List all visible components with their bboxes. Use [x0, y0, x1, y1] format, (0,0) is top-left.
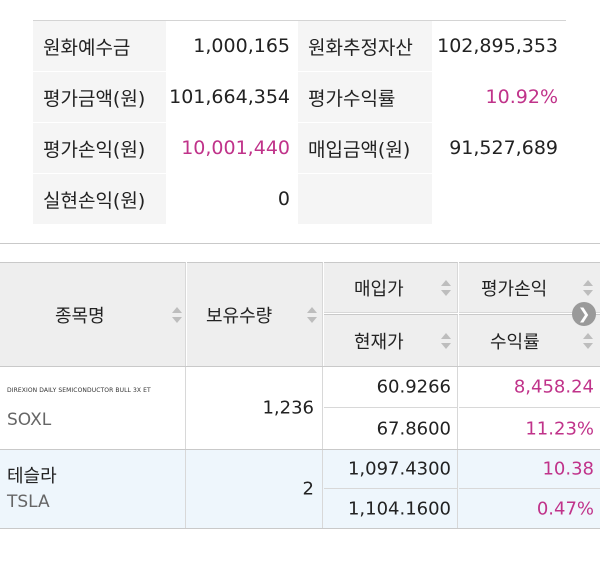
eval-pl-cell: 10.38 [459, 450, 600, 489]
sort-icon[interactable] [441, 332, 451, 349]
sort-icon[interactable] [441, 279, 451, 296]
buy-price-cell: 60.9266 [324, 367, 458, 408]
column-header-return-rate[interactable]: 수익률 [459, 314, 600, 366]
column-header-return-rate-label: 수익률 [490, 331, 540, 353]
column-header-name-label: 종목명 [55, 305, 105, 327]
eval-amount-label: 평가금액(원) [33, 71, 166, 123]
deposit-label: 원화예수금 [33, 20, 166, 72]
current-price-value: 1,104.1600 [347, 498, 451, 519]
column-header-quantity[interactable]: 보유수량 [187, 262, 323, 366]
return-rate-cell: 11.23% [459, 408, 600, 449]
stock-full-name: DIREXION DAILY SEMICONDUCTOR BULL 3X ET [7, 387, 151, 394]
summary-row: 원화예수금 1,000,165 원화추정자산 102,895,353 [33, 20, 566, 72]
deposit-value: 1,000,165 [166, 20, 298, 72]
purchase-amount-label: 매입금액(원) [298, 122, 432, 174]
eval-pl-value: 10.38 [542, 458, 594, 480]
return-rate-value: 11.23% [525, 418, 594, 439]
current-price-cell: 1,104.1600 [324, 489, 458, 528]
return-rate-cell: 0.47% [459, 489, 600, 528]
buy-price-cell: 1,097.4300 [324, 450, 458, 489]
summary-row: 실현손익(원) 0 [33, 173, 566, 225]
column-header-eval-pl-label: 평가손익 [481, 278, 548, 300]
eval-pl-cell: 8,458.24 [459, 367, 600, 408]
empty-cell [432, 173, 566, 225]
realized-pl-label: 실현손익(원) [33, 173, 166, 225]
eval-pl-value: 8,458.24 [513, 376, 594, 398]
current-price-cell: 67.8600 [324, 408, 458, 449]
chevron-right-circle-icon[interactable]: ❯ [572, 302, 596, 326]
column-header-quantity-label: 보유수량 [206, 305, 273, 327]
column-header-eval-pl[interactable]: 평가손익 [459, 262, 600, 313]
table-row[interactable]: 테슬라 TSLA 2 1,097.4300 10.38 1,104.1600 0… [0, 449, 600, 529]
return-rate-value: 0.47% [536, 498, 594, 519]
section-divider [0, 243, 600, 244]
column-header-current-price-label: 현재가 [354, 331, 404, 353]
stock-ticker: TSLA [7, 492, 50, 512]
summary-row: 평가금액(원) 101,664,354 평가수익률 10.92% [33, 71, 566, 123]
stock-name-cell: DIREXION DAILY SEMICONDUCTOR BULL 3X ET … [0, 367, 186, 449]
summary-row: 평가손익(원) 10,001,440 매입금액(원) 91,527,689 [33, 122, 566, 174]
stock-ticker: SOXL [7, 410, 52, 430]
buy-price-value: 1,097.4300 [347, 458, 451, 480]
estimated-assets-label: 원화추정자산 [298, 20, 432, 72]
sort-icon[interactable] [172, 306, 182, 323]
sort-icon[interactable] [583, 332, 593, 349]
eval-amount-value: 101,664,354 [166, 71, 298, 123]
quantity-value: 1,236 [262, 397, 314, 419]
table-row[interactable]: DIREXION DAILY SEMICONDUCTOR BULL 3X ET … [0, 366, 600, 449]
stock-name-cell: 테슬라 TSLA [0, 450, 186, 528]
holdings-table: 종목명 보유수량 매입가 평가손익 현재가 수익률 ❯ DIREXION DAI… [0, 262, 600, 529]
eval-return-label: 평가수익률 [298, 71, 432, 123]
realized-pl-value: 0 [166, 173, 298, 225]
sort-icon[interactable] [307, 306, 317, 323]
column-header-name[interactable]: 종목명 [0, 262, 186, 366]
current-price-value: 67.8600 [376, 418, 451, 439]
eval-pl-value: 10,001,440 [166, 122, 298, 174]
quantity-cell: 2 [187, 450, 323, 528]
eval-pl-label: 평가손익(원) [33, 122, 166, 174]
purchase-amount-value: 91,527,689 [432, 122, 566, 174]
column-header-buy-price-label: 매입가 [354, 278, 404, 300]
column-header-current-price[interactable]: 현재가 [324, 314, 458, 366]
column-header-buy-price[interactable]: 매입가 [324, 262, 458, 313]
buy-price-value: 60.9266 [376, 376, 451, 398]
account-summary-table: 원화예수금 1,000,165 원화추정자산 102,895,353 평가금액(… [33, 20, 566, 225]
empty-cell [298, 173, 432, 225]
stock-name: 테슬라 [7, 466, 57, 487]
quantity-cell: 1,236 [187, 367, 323, 449]
quantity-value: 2 [302, 478, 314, 500]
sort-icon[interactable] [583, 279, 593, 296]
estimated-assets-value: 102,895,353 [432, 20, 566, 72]
eval-return-value: 10.92% [432, 71, 566, 123]
